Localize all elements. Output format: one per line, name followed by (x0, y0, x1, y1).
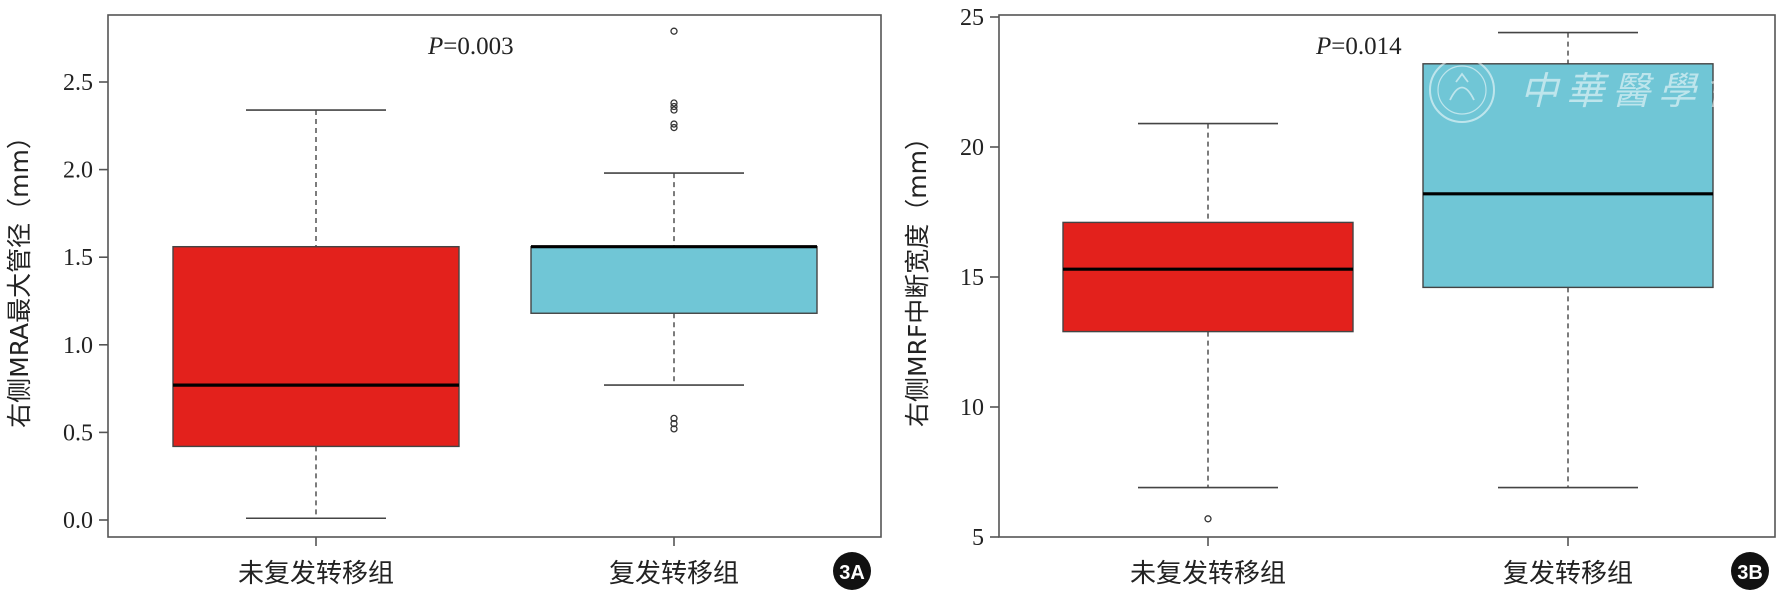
x-category-label: 复发转移组 (1503, 559, 1633, 589)
plot-frame (107, 14, 882, 538)
outlier-point (670, 27, 678, 35)
box-1 (172, 109, 460, 520)
panel-badge (1731, 552, 1769, 590)
y-tick-label: 0.0 (63, 508, 93, 534)
panel-badge (833, 552, 871, 590)
panel-badge-label: 3B (1737, 562, 1763, 584)
watermark-text: 中華醫學會 (1520, 69, 1750, 113)
y-axis-label: 右侧MRF中断宽度（mm） (903, 125, 932, 427)
iqr-box (172, 245, 460, 448)
y-tick-label: 0.5 (63, 420, 93, 446)
y-tick-label: 1.5 (63, 245, 93, 271)
outlier-point (670, 102, 678, 111)
watermark-seal (1429, 57, 1495, 123)
y-tick-label: 20 (960, 135, 984, 161)
y-tick-label: 10 (960, 395, 984, 421)
iqr-box (1062, 221, 1354, 333)
p-value: =0.003 (443, 33, 513, 60)
y-tick-label: 2.0 (63, 158, 93, 184)
outlier-point (670, 99, 678, 107)
outlier-point (1204, 515, 1212, 523)
iqr-box (530, 245, 818, 314)
p-value-annotation: P=0.003 (427, 33, 514, 60)
x-category-label: 复发转移组 (609, 559, 739, 589)
x-category-label: 未复发转移组 (1130, 559, 1286, 589)
outlier-point (670, 120, 678, 128)
y-tick-label: 1.0 (63, 333, 93, 359)
plot-frame (998, 14, 1776, 538)
y-axis-label: 右侧MRA最大管径（mm） (5, 124, 34, 428)
watermark: 中華醫學會 (1429, 57, 1750, 123)
box-2 (1422, 31, 1714, 489)
watermark-seal-inner (1437, 65, 1487, 115)
y-tick-label: 25 (960, 5, 984, 31)
box-1 (1062, 122, 1354, 523)
y-tick-label: 15 (960, 265, 984, 291)
p-symbol: P (1315, 33, 1331, 60)
outlier-point (670, 419, 678, 428)
panel-1: 0.0 0.5 1.0 1.5 2.0 2.5 右侧MRA最大管径（mm） 未复发转移组 复发转… (5, 14, 882, 590)
y-tick-label: 2.5 (63, 70, 93, 96)
panel-badge-label: 3A (839, 562, 865, 584)
p-value: =0.014 (1331, 33, 1402, 60)
watermark-seal-mark (1449, 72, 1475, 101)
outlier-point (670, 414, 678, 423)
box-2 (530, 27, 818, 433)
y-tick-label: 5 (972, 525, 984, 551)
panel-2: 5 10 15 20 25 右侧MRF中断宽度（mm） 未复发转移组 复发转移组 P=0.014… (903, 5, 1776, 590)
outlier-point (670, 425, 678, 433)
outlier-point (670, 106, 678, 114)
outlier-point (670, 123, 678, 132)
p-value-annotation: P=0.014 (1315, 33, 1402, 60)
iqr-box (1422, 63, 1714, 289)
p-symbol: P (427, 33, 443, 60)
x-category-label: 未复发转移组 (238, 559, 394, 589)
